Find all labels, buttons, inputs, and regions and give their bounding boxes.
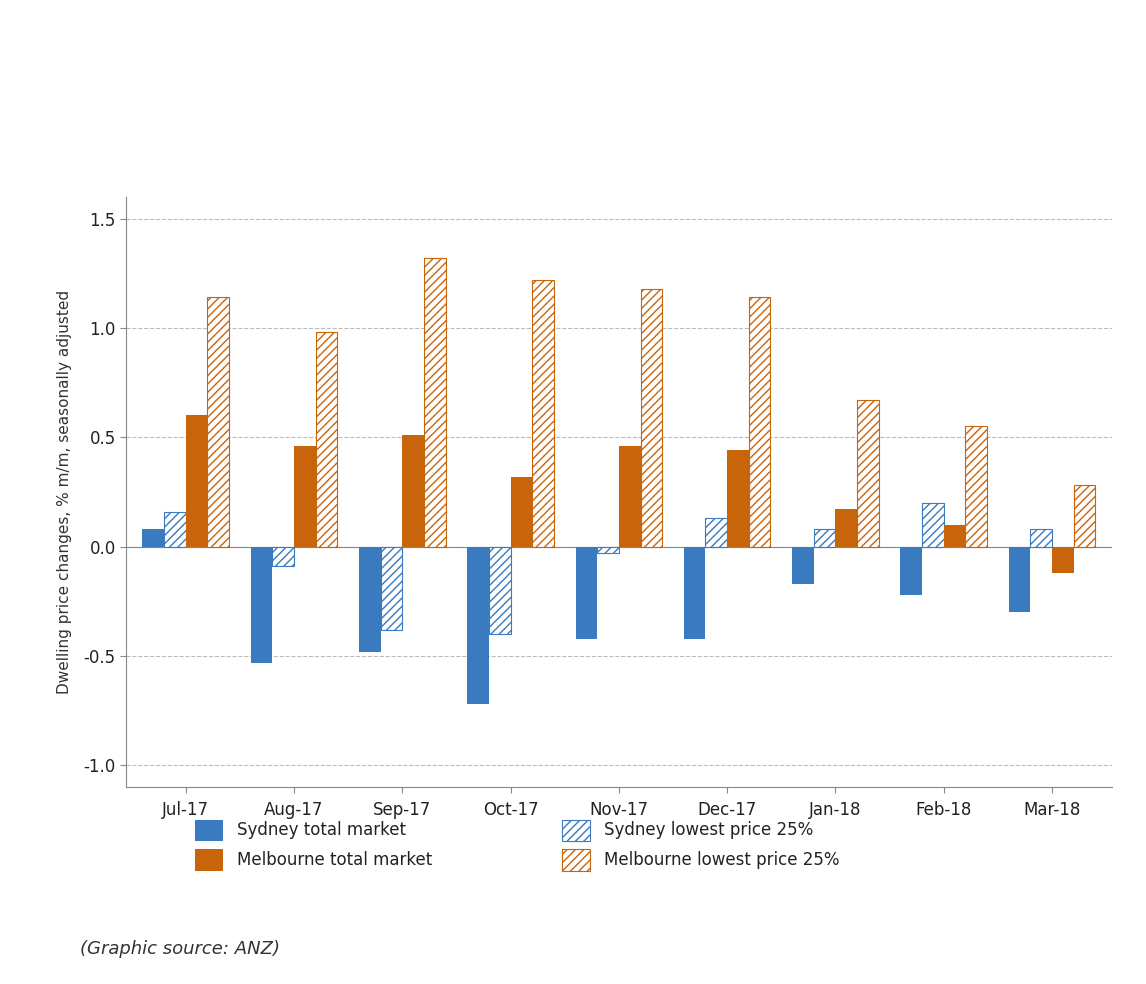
Bar xyxy=(251,547,273,662)
Bar xyxy=(748,297,770,547)
Text: (Graphic source: ANZ): (Graphic source: ANZ) xyxy=(80,941,281,958)
Bar xyxy=(706,519,728,547)
Bar xyxy=(814,529,835,547)
Bar xyxy=(424,258,446,547)
Bar xyxy=(273,547,293,567)
Bar xyxy=(468,547,489,705)
Bar xyxy=(728,451,748,547)
Text: Sydney lowest price 25%: Sydney lowest price 25% xyxy=(604,822,814,839)
Bar xyxy=(1008,547,1030,612)
Bar xyxy=(510,476,532,547)
Bar xyxy=(857,400,879,547)
Text: Melbourne lowest price 25%: Melbourne lowest price 25% xyxy=(604,851,839,869)
Bar xyxy=(207,297,229,547)
Bar xyxy=(164,512,186,547)
Bar xyxy=(532,279,554,547)
Bar xyxy=(424,258,446,547)
Bar xyxy=(402,435,424,547)
Bar xyxy=(1074,485,1096,547)
Bar xyxy=(1052,547,1074,573)
Bar xyxy=(814,529,835,547)
Bar xyxy=(532,279,554,547)
Bar xyxy=(857,400,879,547)
Bar xyxy=(923,503,944,547)
Bar xyxy=(684,547,706,639)
Bar xyxy=(641,288,662,547)
Y-axis label: Dwelling price changes, % m/m, seasonally adjusted: Dwelling price changes, % m/m, seasonall… xyxy=(57,290,72,694)
Bar xyxy=(164,512,186,547)
Bar xyxy=(207,297,229,547)
Bar xyxy=(901,547,923,594)
Bar xyxy=(706,519,728,547)
Bar xyxy=(489,547,510,634)
Bar xyxy=(944,524,965,547)
Bar xyxy=(359,547,380,651)
Text: House price growth by market segment: House price growth by market segment xyxy=(201,31,945,64)
Bar xyxy=(489,547,510,634)
Bar xyxy=(186,415,207,547)
Bar xyxy=(965,426,987,547)
Bar xyxy=(965,426,987,547)
Bar xyxy=(835,510,857,547)
Bar xyxy=(1030,529,1052,547)
Bar xyxy=(315,333,337,547)
Bar xyxy=(380,547,402,630)
Bar xyxy=(142,529,164,547)
Text: Melbourne total market: Melbourne total market xyxy=(237,851,432,869)
Bar xyxy=(748,297,770,547)
Bar xyxy=(575,547,597,639)
Bar xyxy=(293,446,315,547)
Bar xyxy=(923,503,944,547)
Bar xyxy=(597,547,619,553)
Bar xyxy=(641,288,662,547)
Bar xyxy=(1030,529,1052,547)
Bar xyxy=(380,547,402,630)
Bar xyxy=(1074,485,1096,547)
Bar xyxy=(273,547,293,567)
Bar xyxy=(792,547,814,584)
Bar xyxy=(597,547,619,553)
Bar xyxy=(315,333,337,547)
Text: Sydney total market: Sydney total market xyxy=(237,822,406,839)
Bar xyxy=(619,446,641,547)
